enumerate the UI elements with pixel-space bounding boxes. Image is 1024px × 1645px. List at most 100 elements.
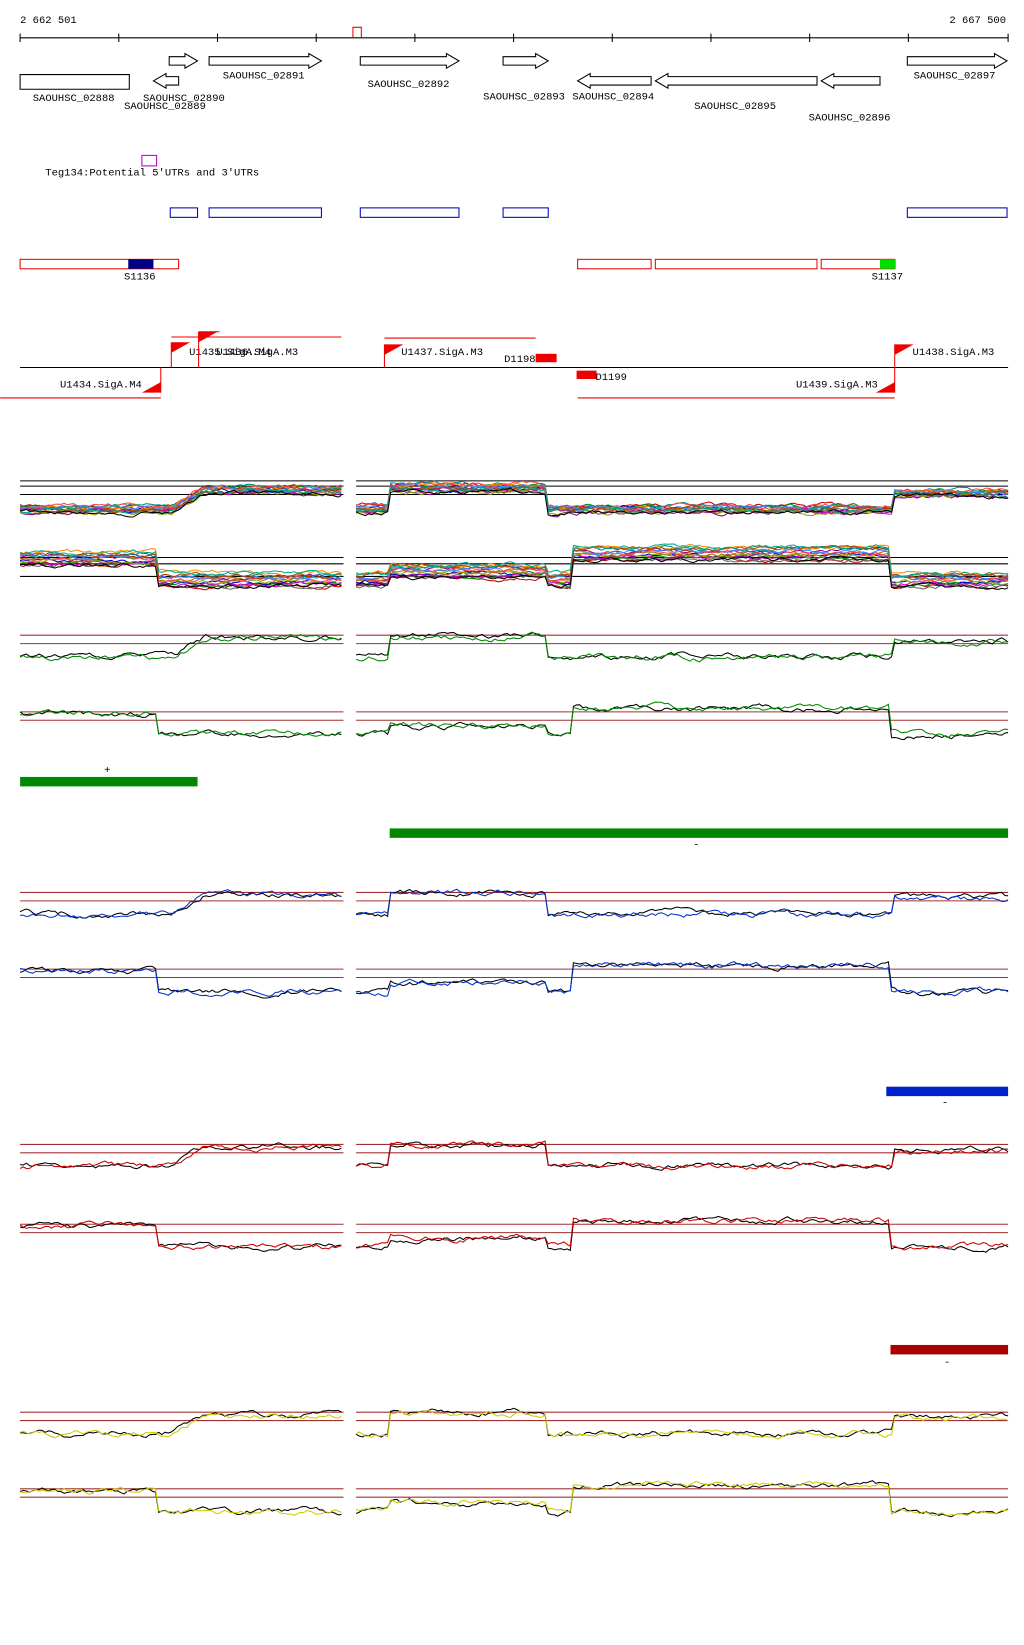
expression-trace [355, 1140, 1009, 1171]
segment-label: S1136 [124, 271, 155, 283]
expression-trace [355, 631, 1009, 663]
expression-trace [355, 555, 1009, 590]
expression-trace [355, 543, 1009, 577]
segment-box [880, 259, 896, 269]
transcript-box [577, 258, 652, 270]
promoter-flag [875, 382, 895, 393]
utr-box [141, 154, 158, 167]
expression-trace [19, 965, 342, 999]
promoter-label: U1438.SigA.M3 [913, 347, 995, 359]
strand-bar [890, 1344, 1009, 1355]
gene-label: SAOUHSC_02888 [33, 93, 115, 105]
strand-bar [389, 828, 1009, 838]
expression-trace [19, 967, 342, 997]
expression-trace [355, 555, 1009, 590]
promoter-label: U1436.SigA.M3 [216, 347, 298, 359]
gene-arrow [576, 72, 652, 90]
promoter-flag [894, 344, 914, 355]
gene-label: SAOUHSC_02889 [124, 101, 206, 113]
gene-label: SAOUHSC_02896 [809, 113, 891, 125]
terminator [576, 370, 597, 380]
promoter-label: U1439.SigA.M3 [796, 379, 878, 391]
expression-trace [20, 560, 342, 588]
expression-trace [19, 484, 342, 511]
gene-arrow [820, 72, 881, 90]
expression-trace [20, 1486, 342, 1516]
expression-trace [355, 554, 1009, 588]
promoter-label: U1434.SigA.M4 [60, 379, 142, 391]
expression-trace [355, 1480, 1009, 1517]
expression-trace [20, 708, 342, 737]
expression-trace [355, 888, 1009, 918]
gene-arrow [359, 52, 461, 70]
strand-bar [886, 1086, 1009, 1097]
expression-trace [356, 549, 1009, 583]
gene-arrow [654, 72, 818, 90]
cds-box [208, 207, 322, 218]
expression-trace [355, 484, 1009, 514]
gene-arrow [208, 52, 323, 70]
coord-end: 2 667 500 [949, 15, 1006, 27]
expression-trace [20, 552, 342, 580]
expression-trace [355, 552, 1009, 588]
strand-mark: - [942, 1098, 948, 1110]
expression-trace [356, 888, 1009, 919]
gene-label: SAOUHSC_02891 [223, 71, 305, 83]
expression-trace [19, 633, 342, 661]
expression-trace [20, 1142, 342, 1170]
gene-label: SAOUHSC_02892 [368, 79, 450, 91]
gene-label: SAOUHSC_02895 [694, 101, 776, 113]
strand-mark: - [693, 839, 699, 851]
expression-trace [20, 1409, 342, 1439]
gene-label: SAOUHSC_02897 [914, 71, 996, 83]
expression-trace [356, 1216, 1009, 1251]
promoter-flag [198, 331, 218, 343]
strand-mark: + [104, 765, 110, 777]
expression-trace [355, 701, 1009, 739]
terminator-label: D1199 [595, 372, 626, 384]
promoter-label: U1435.SigA.M4 [189, 347, 271, 359]
expression-trace [19, 1412, 342, 1439]
promoter-flag [171, 342, 191, 353]
segment-box [128, 259, 154, 269]
gene-arrow [19, 74, 130, 90]
expression-trace [19, 890, 342, 919]
transcript-box [654, 258, 818, 270]
strand-bar [20, 776, 198, 787]
expression-trace [355, 486, 1009, 513]
expression-trace [20, 489, 342, 518]
gene-arrow [168, 52, 199, 70]
gene-arrow [152, 72, 180, 90]
cds-box [169, 207, 199, 218]
transcript-box [19, 258, 180, 270]
strand-mark: - [944, 1357, 950, 1369]
expression-trace [355, 543, 1009, 578]
gene-label: SAOUHSC_02890 [143, 93, 225, 105]
gene-label: SAOUHSC_02893 [483, 92, 565, 104]
expression-trace [20, 562, 342, 590]
expression-trace [356, 552, 1009, 585]
expression-trace [20, 558, 342, 586]
ruler-marker [352, 26, 362, 38]
expression-trace [355, 1141, 1009, 1171]
cds-box [359, 207, 460, 218]
expression-trace [356, 961, 1009, 997]
expression-trace [20, 561, 342, 590]
expression-trace [355, 1409, 1009, 1440]
expression-trace [19, 1487, 342, 1516]
expression-trace [19, 554, 342, 584]
cds-box [906, 207, 1008, 218]
utr-label: Teg134:Potential 5'UTRs and 3'UTRs [45, 167, 259, 179]
expression-trace [19, 1143, 342, 1170]
terminator [535, 353, 557, 363]
expression-trace [355, 703, 1009, 741]
expression-trace [355, 1480, 1009, 1518]
expression-trace [19, 1220, 342, 1251]
expression-trace [19, 1221, 342, 1252]
segment-label: S1137 [872, 271, 903, 283]
expression-trace [356, 555, 1009, 590]
coord-start: 2 662 501 [20, 15, 77, 27]
expression-trace [19, 487, 342, 515]
